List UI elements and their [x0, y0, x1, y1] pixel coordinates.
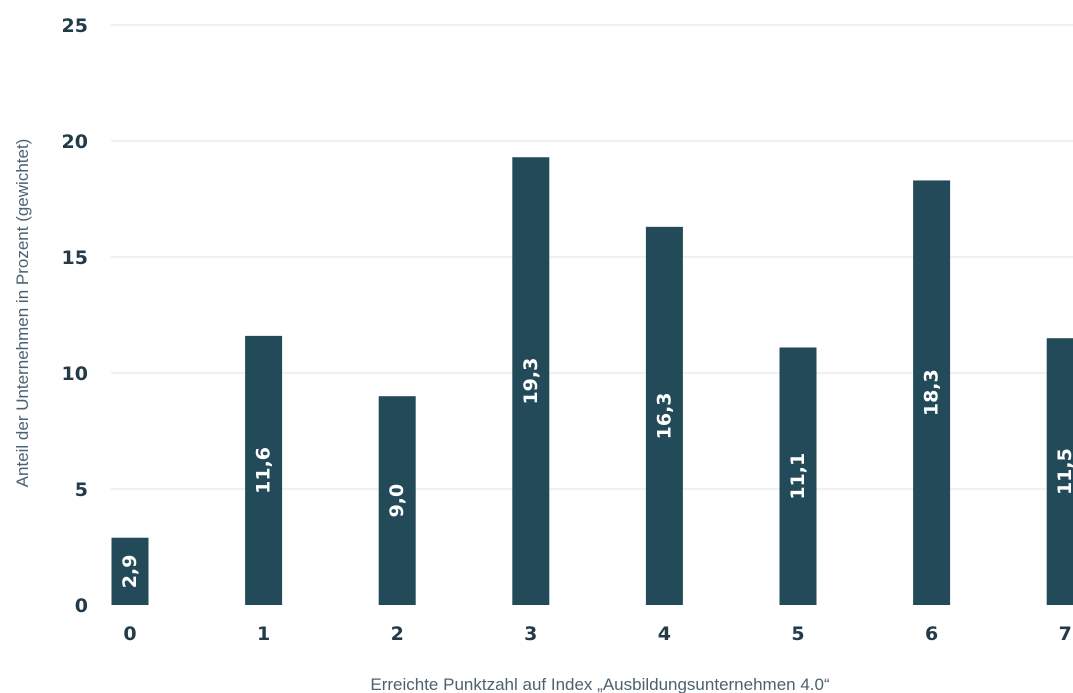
bar — [1046, 338, 1073, 605]
y-tick-label: 0 — [75, 595, 88, 617]
bar-value-label: 2,9 — [119, 555, 141, 589]
x-tick-label: 5 — [791, 623, 804, 645]
bars — [111, 157, 1073, 606]
bar — [512, 157, 550, 606]
bar-value-label: 11,1 — [787, 453, 809, 500]
y-tick-label: 15 — [62, 247, 88, 269]
x-axis-ticks: 0 1 2 3 4 5 6 7 — [123, 623, 1071, 645]
bar — [645, 226, 683, 605]
bar-value-label: 11,5 — [1054, 448, 1073, 495]
bar — [378, 396, 416, 605]
bar-value-labels: 2,9 11,6 9,0 19,3 16,3 11,1 18,3 11,5 — [119, 358, 1073, 589]
x-tick-label: 6 — [925, 623, 938, 645]
bar-value-label: 19,3 — [520, 358, 542, 405]
y-axis-title: Anteil der Unternehmen in Prozent (gewic… — [13, 139, 32, 488]
x-tick-label: 1 — [257, 623, 270, 645]
x-tick-label: 0 — [123, 623, 136, 645]
y-tick-label: 20 — [62, 131, 88, 153]
x-tick-label: 4 — [658, 623, 671, 645]
bar — [245, 335, 283, 605]
y-axis-ticks: 0 5 10 15 20 25 — [62, 15, 88, 617]
y-tick-label: 10 — [62, 363, 88, 385]
x-axis-title: Erreichte Punktzahl auf Index „Ausbildun… — [370, 675, 830, 693]
bar-value-label: 18,3 — [921, 369, 943, 416]
x-tick-label: 7 — [1059, 623, 1072, 645]
y-tick-label: 5 — [75, 479, 88, 501]
y-tick-label: 25 — [62, 15, 88, 37]
bar-value-label: 11,6 — [253, 447, 275, 494]
x-tick-label: 2 — [391, 623, 404, 645]
bar — [111, 537, 149, 605]
bar-value-label: 9,0 — [386, 484, 408, 518]
bar — [913, 180, 951, 605]
bar-value-label: 16,3 — [653, 392, 675, 439]
bar — [779, 347, 817, 605]
x-tick-label: 3 — [524, 623, 537, 645]
